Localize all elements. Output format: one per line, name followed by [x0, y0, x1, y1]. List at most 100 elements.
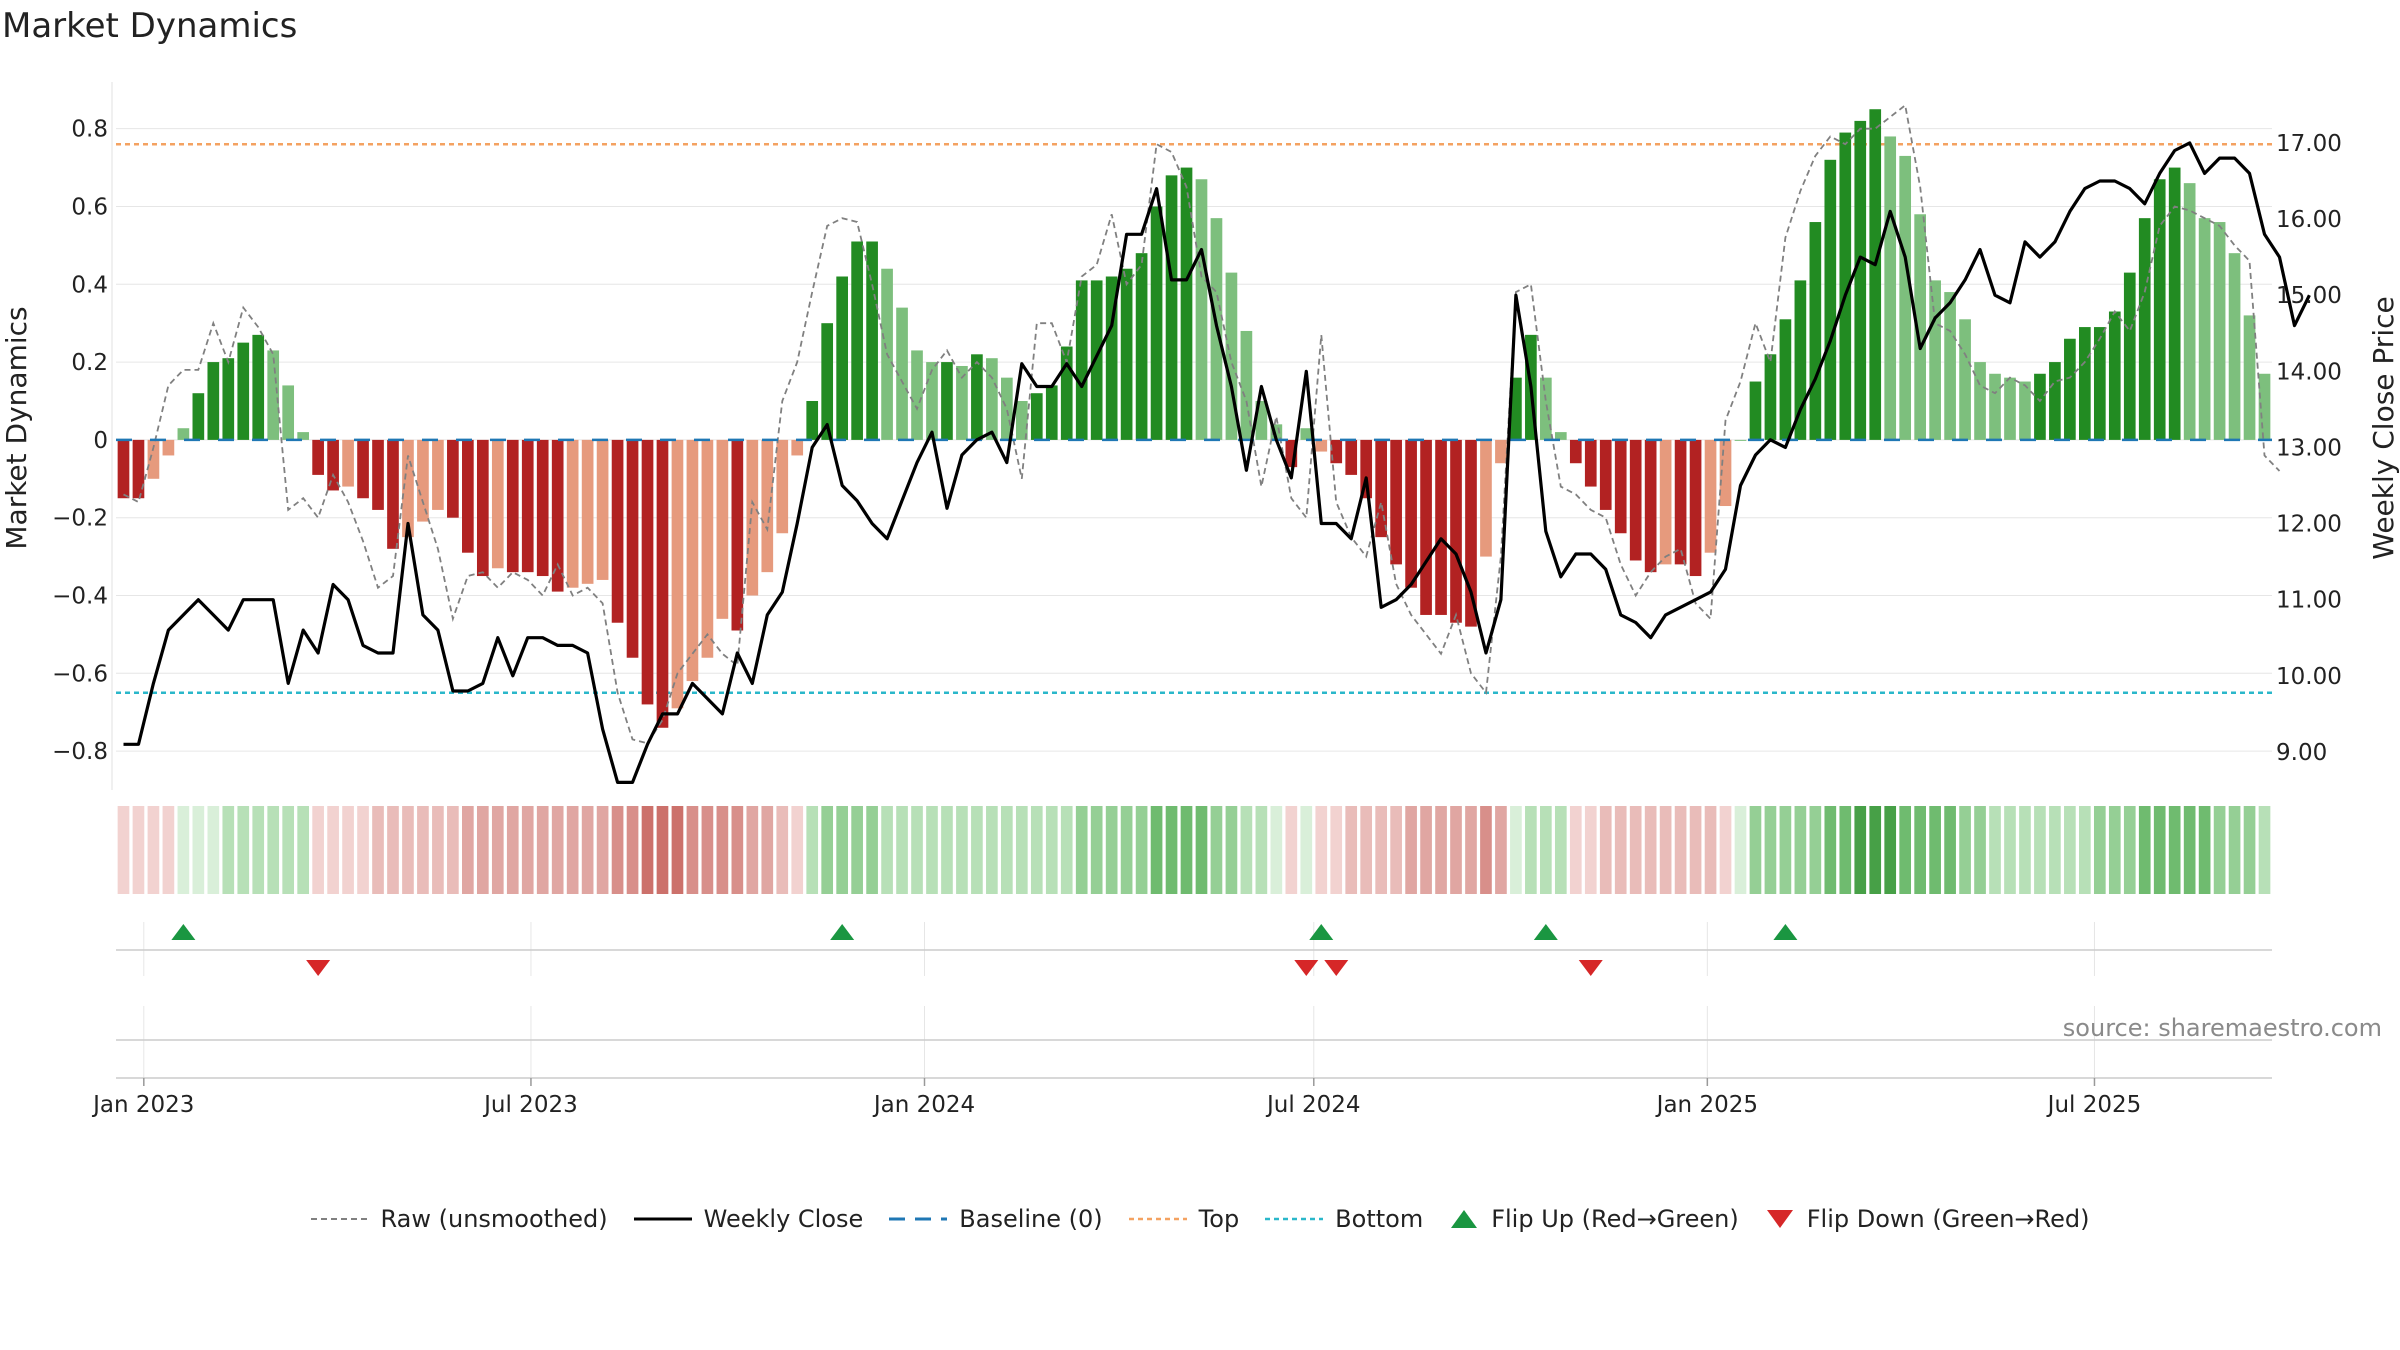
heat-cell	[1180, 806, 1193, 894]
momentum-bar	[2004, 377, 2016, 440]
heat-cell	[626, 806, 639, 894]
momentum-bar	[731, 439, 744, 631]
y2-tick-label: 13.00	[2276, 435, 2342, 461]
flip-up-marker	[1533, 924, 1558, 940]
heat-cell	[1285, 806, 1298, 894]
heat-cell	[282, 806, 295, 894]
heat-cell	[1554, 806, 1567, 894]
y-tick-label: 0.2	[71, 350, 108, 376]
heat-cell	[132, 806, 145, 894]
momentum-bar	[1719, 439, 1732, 507]
legend-raw-label: Raw (unsmoothed)	[380, 1205, 608, 1233]
heat-cell	[1854, 806, 1867, 894]
heat-cell	[671, 806, 684, 894]
heat-cell	[1674, 806, 1687, 894]
legend-flip-down-label: Flip Down (Green→Red)	[1806, 1205, 2090, 1233]
momentum-bar	[641, 439, 654, 705]
heat-cell	[536, 806, 549, 894]
momentum-bar	[2079, 327, 2091, 440]
momentum-bar	[776, 439, 789, 534]
heat-cell	[1734, 806, 1747, 894]
momentum-bar	[791, 439, 804, 456]
raw-line	[123, 103, 2281, 745]
momentum-bar	[1689, 439, 1702, 577]
heat-cell	[1944, 806, 1956, 894]
momentum-bar	[1105, 276, 1118, 440]
heat-cell	[1794, 806, 1807, 894]
heat-cell	[1929, 806, 1941, 894]
heat-cell	[297, 806, 309, 894]
momentum-bar	[761, 439, 774, 573]
heat-cell	[312, 806, 324, 894]
heat-cell	[2243, 806, 2256, 894]
heat-cell	[1165, 806, 1178, 894]
legend-close-label: Weekly Close	[703, 1205, 864, 1233]
momentum-bar	[656, 439, 669, 728]
heat-cell	[2228, 806, 2241, 894]
y-tick-label: 0	[93, 428, 108, 454]
heat-cell	[2183, 806, 2196, 894]
momentum-bar	[1255, 400, 1268, 440]
legend-bottom-swatch	[1265, 1217, 1324, 1221]
momentum-bar	[207, 362, 220, 440]
x-tick-label: Jul 2024	[1265, 1092, 1361, 1118]
heat-cell	[581, 806, 594, 894]
flip-up-marker	[171, 924, 196, 940]
heat-cell	[1240, 806, 1253, 894]
momentum-bar	[1435, 439, 1447, 615]
momentum-bar	[2213, 222, 2226, 440]
momentum-bar	[1315, 439, 1328, 452]
heat-cell	[1824, 806, 1837, 894]
momentum-bar	[1030, 393, 1043, 440]
heat-cell	[1315, 806, 1328, 894]
momentum-bar	[222, 358, 235, 440]
heat-cell	[896, 806, 908, 894]
legend-item-flip-up: Flip Up (Red→Green)	[1449, 1205, 1739, 1233]
heat-cell	[1989, 806, 2001, 894]
heat-cell	[566, 806, 579, 894]
heat-cell	[1420, 806, 1432, 894]
heat-cell	[1195, 806, 1208, 894]
momentum-bar	[686, 439, 699, 682]
heat-cell	[2108, 806, 2121, 894]
momentum-bar	[866, 241, 878, 440]
y-tick-label: −0.6	[52, 661, 108, 687]
regime-heat-strip	[117, 806, 2271, 894]
momentum-bar	[491, 439, 504, 569]
heat-cell	[2093, 806, 2106, 894]
momentum-bar	[162, 439, 175, 456]
legend-item-top: Top	[1128, 1205, 1239, 1233]
legend-close-swatch	[633, 1217, 692, 1221]
momentum-bar	[1704, 439, 1717, 553]
heat-cell	[1899, 806, 1912, 894]
heat-cell	[1300, 806, 1313, 894]
momentum-bar	[1839, 132, 1852, 440]
heat-cell	[162, 806, 175, 894]
x-tick-label: Jan 2025	[1655, 1092, 1758, 1118]
momentum-bar	[701, 439, 714, 658]
heat-cell	[147, 806, 160, 894]
heat-cell	[791, 806, 804, 894]
flip-up-icon	[1451, 1210, 1478, 1228]
momentum-bar	[387, 439, 399, 549]
y2-tick-labels: 9.00 10.00 11.00 12.00 13.00 14.00 15.00 16.00 1…	[2276, 131, 2342, 766]
momentum-bar	[941, 362, 953, 440]
momentum-bar	[671, 439, 684, 709]
heat-cell	[1015, 806, 1028, 894]
momentum-bar	[1015, 400, 1028, 440]
flip-down-marker	[1578, 960, 1603, 976]
momentum-bar	[1764, 354, 1777, 440]
heat-cell	[2019, 806, 2031, 894]
heat-cell	[1495, 806, 1507, 894]
momentum-bar	[402, 439, 414, 538]
heat-cell	[596, 806, 609, 894]
momentum-bar	[372, 439, 384, 510]
legend-item-flip-down: Flip Down (Green→Red)	[1765, 1205, 2090, 1233]
heat-cell	[1540, 806, 1552, 894]
momentum-bar	[1794, 280, 1807, 440]
momentum-bar	[1584, 439, 1597, 487]
heat-cell	[417, 806, 429, 894]
legend: Raw (unsmoothed) Weekly Close Baseline (…	[0, 1205, 2400, 1233]
heat-cell	[1809, 806, 1822, 894]
heat-cell	[1001, 806, 1013, 894]
